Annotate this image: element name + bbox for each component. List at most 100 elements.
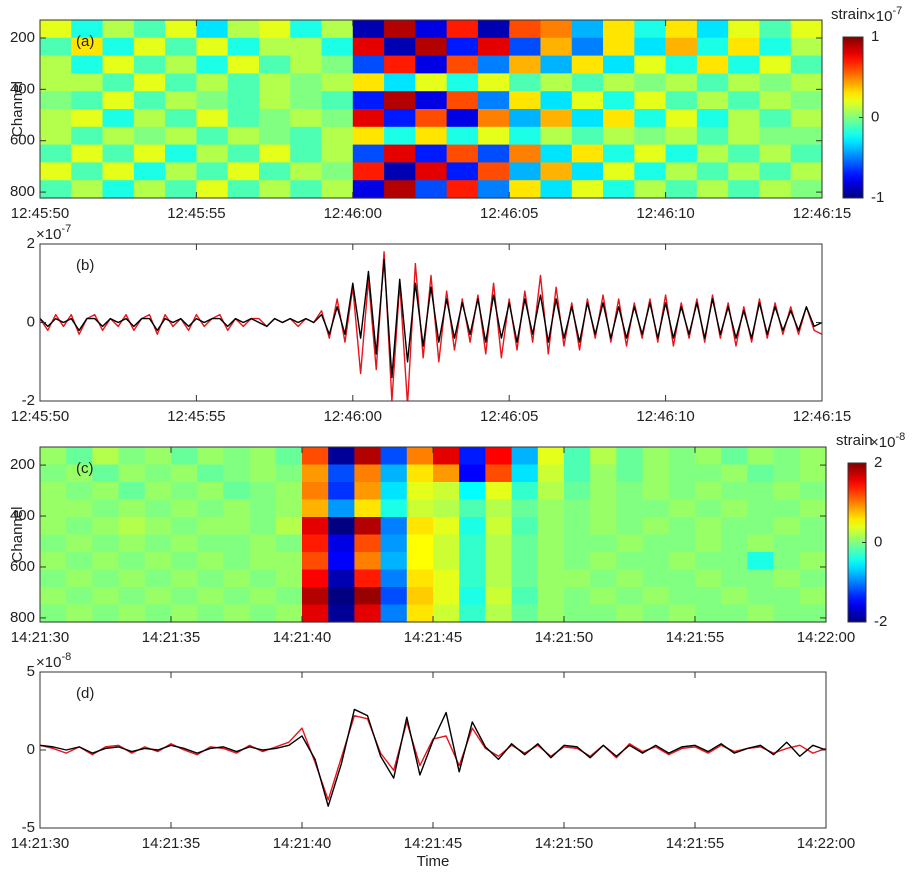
heatmap-cell [459, 464, 486, 483]
heatmap-cell [40, 91, 72, 110]
heatmap-cell [603, 91, 635, 110]
heatmap-cell [144, 587, 172, 606]
heatmap-cell [352, 37, 385, 57]
heatmap-cell [433, 517, 460, 536]
heatmap-cell [564, 534, 591, 553]
heatmap-cell [477, 162, 510, 181]
heatmap-cell [537, 552, 565, 571]
heatmap-cell [275, 464, 303, 483]
heatmap-cell [571, 162, 604, 181]
heatmap-cell [196, 20, 229, 39]
heatmap-cell [302, 482, 329, 501]
heatmap-cell [133, 144, 166, 163]
heatmap-cell [696, 91, 729, 110]
y-tick-label: -5 [22, 819, 35, 836]
heatmap-cell [223, 464, 251, 483]
heatmap-cell [249, 587, 277, 606]
heatmap-cell [171, 464, 198, 483]
heatmap-cell [92, 464, 120, 483]
colorbar-tick-label: -1 [871, 189, 884, 206]
heatmap-cell [227, 91, 260, 110]
heatmap-cell [40, 20, 72, 39]
heatmap-cell [459, 517, 486, 536]
heatmap-cell [406, 517, 434, 536]
heatmap-cell [118, 587, 146, 606]
x-tick-label: 12:46:15 [793, 205, 851, 222]
heatmap-cell [665, 55, 698, 74]
heatmap-cell [564, 604, 591, 623]
heatmap-cell [759, 91, 792, 110]
heatmap-cell [695, 534, 722, 553]
heatmap-cell [352, 55, 385, 74]
axis-exponent: ×10-8 [870, 431, 905, 451]
heatmap-cell [165, 73, 197, 92]
heatmap-cell [433, 569, 460, 588]
heatmap-cell [290, 162, 323, 181]
heatmap-cell [275, 552, 303, 571]
heatmap-cell [380, 569, 408, 588]
axis-exponent: ×10-7 [867, 5, 902, 25]
heatmap-cell [384, 91, 416, 110]
heatmap-cell [302, 587, 329, 606]
heatmap-cell [616, 534, 644, 553]
heatmap-cell [321, 91, 354, 110]
heatmap-cell [728, 126, 761, 146]
heatmap-cell [144, 569, 172, 588]
heatmap-cell [773, 587, 801, 606]
heatmap-cell [223, 604, 251, 623]
heatmap-cell [695, 464, 722, 483]
heatmap-cell [540, 20, 573, 39]
heatmap-cell [171, 569, 198, 588]
y-tick-label: 400 [10, 80, 35, 97]
x-tick-label: 14:22:00 [797, 629, 855, 646]
heatmap-cell [384, 162, 416, 181]
heatmap-cell [302, 499, 329, 518]
heatmap-cell [133, 55, 166, 74]
heatmap-cell [258, 20, 291, 39]
heatmap-cell [728, 20, 761, 39]
heatmap-cell [92, 604, 120, 623]
heatmap-cell [540, 126, 573, 146]
heatmap-cell [321, 180, 354, 199]
heatmap-cell [102, 109, 135, 128]
heatmap-cell [799, 517, 827, 536]
heatmap-cell [249, 604, 277, 623]
x-tick-label: 14:21:35 [142, 835, 200, 852]
heatmap-cell [446, 180, 479, 199]
y-tick-label: 0 [27, 313, 35, 330]
heatmap-cell [509, 55, 542, 74]
heatmap-cell [695, 517, 722, 536]
heatmap-cell [197, 517, 224, 536]
heatmap-cell [165, 37, 197, 57]
heatmap-cell [459, 534, 486, 553]
heatmap-cell [571, 180, 604, 199]
heatmap-cell [66, 482, 93, 501]
heatmap-cell [384, 144, 416, 163]
heatmap-cell [118, 517, 146, 536]
x-tick-label: 12:46:00 [324, 408, 382, 425]
colorbar-tick-label: 2 [874, 454, 882, 471]
heatmap-cell [92, 569, 120, 588]
heatmap-cell [102, 126, 135, 146]
heatmap-cell [290, 144, 323, 163]
heatmap-cell [665, 144, 698, 163]
heatmap-cell [290, 91, 323, 110]
heatmap-cell [590, 534, 617, 553]
heatmap-cell [668, 517, 696, 536]
y-tick-label: -2 [22, 392, 35, 409]
heatmap-cell [354, 534, 382, 553]
heatmap-cell [459, 482, 486, 501]
heatmap-cell [196, 37, 229, 57]
heatmap-cell [144, 482, 172, 501]
heatmap-cell [321, 109, 354, 128]
heatmap-cell [415, 162, 448, 181]
heatmap-cell [133, 180, 166, 199]
panel-label: (c) [76, 460, 94, 477]
heatmap-cell [133, 37, 166, 57]
heatmap-cell [249, 482, 277, 501]
heatmap-cell [747, 534, 775, 553]
series-line [40, 259, 822, 379]
heatmap-cell [696, 73, 729, 92]
heatmap-cell [590, 587, 617, 606]
